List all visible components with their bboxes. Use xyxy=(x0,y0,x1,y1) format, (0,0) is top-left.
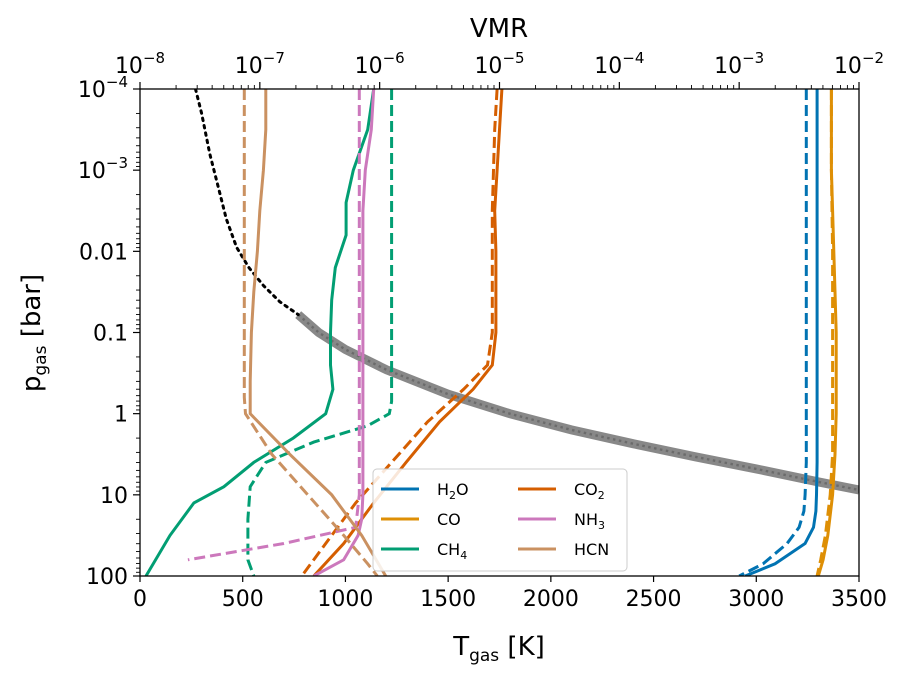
y-tick-label: 10−3 xyxy=(78,154,128,184)
y-tick-label: 100 xyxy=(86,565,128,590)
x-tick-label: 3500 xyxy=(831,587,887,612)
series-hcn-solid xyxy=(248,89,387,576)
x-tick-label: 1500 xyxy=(420,587,476,612)
y-tick-label: 10 xyxy=(100,484,128,509)
legend-label: CO xyxy=(437,510,461,529)
y-axis: 10−4 10−3 0.01 0.1 1 10 100 xyxy=(78,73,140,590)
y-tick-label: 0.01 xyxy=(79,240,128,265)
series-nh3-dashed xyxy=(187,89,361,562)
series-hcn-dashed xyxy=(242,89,379,576)
top-axis-label: VMR xyxy=(470,14,528,44)
series-h2o-solid xyxy=(744,89,819,576)
top-tick-label: 10−2 xyxy=(834,49,884,79)
y-tick-label: 1 xyxy=(114,403,128,428)
series-h2o-dashed xyxy=(738,89,808,576)
legend-label: CO2 xyxy=(574,480,605,502)
series-nh3-solid xyxy=(313,89,376,576)
top-tick-label: 10−8 xyxy=(115,49,165,79)
top-axis: 10−8 10−7 10−6 10−5 10−4 10−3 10−2 xyxy=(115,49,884,89)
top-tick-label: 10−4 xyxy=(594,49,644,79)
legend-label: HCN xyxy=(574,540,609,559)
x-tick-label: 500 xyxy=(222,587,264,612)
top-tick-label: 10−3 xyxy=(714,49,764,79)
x-tick-label: 3000 xyxy=(728,587,784,612)
x-tick-label: 2500 xyxy=(626,587,682,612)
series-co-dashed xyxy=(815,89,835,576)
y-tick-label: 0.1 xyxy=(93,322,128,347)
legend-label: NH3 xyxy=(574,510,605,532)
legend-label: CH4 xyxy=(437,540,467,562)
plot-area xyxy=(144,89,859,576)
x-axis-label: Tgas [K] xyxy=(452,632,545,666)
top-tick-label: 10−5 xyxy=(474,49,524,79)
x-tick-label: 0 xyxy=(133,587,147,612)
legend-label: H2O xyxy=(437,480,469,502)
legend: H2O CO CH4 CO2 NH3 HCN xyxy=(372,468,628,572)
y-axis-label: pgas [bar] xyxy=(17,274,51,392)
series-ch4-solid xyxy=(144,89,376,576)
top-tick-label: 10−6 xyxy=(355,49,405,79)
x-tick-label: 2000 xyxy=(523,587,579,612)
series-ch4-dashed xyxy=(246,89,394,576)
series-co2-dashed xyxy=(300,89,499,576)
plot-frame xyxy=(139,88,860,577)
temperature-profile-extrapolation xyxy=(194,89,300,317)
temperature-profile-core xyxy=(297,313,859,492)
y-tick-label: 10−4 xyxy=(78,73,128,103)
x-tick-label: 1000 xyxy=(317,587,373,612)
x-axis: 0 500 1000 1500 2000 2500 3000 3500 xyxy=(133,576,887,612)
top-tick-label: 10−7 xyxy=(235,49,285,79)
legend-box xyxy=(372,468,628,572)
